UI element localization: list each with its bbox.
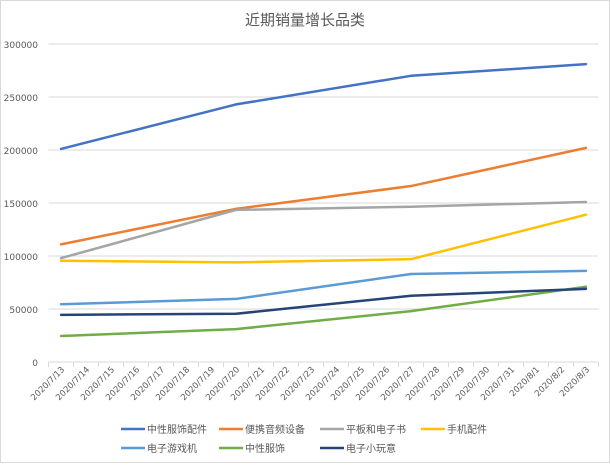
y-tick-label: 150000 bbox=[4, 200, 39, 210]
data-point bbox=[234, 103, 238, 106]
data-point bbox=[584, 285, 588, 288]
data-point bbox=[59, 243, 63, 246]
data-point bbox=[234, 261, 238, 264]
y-tick-label: 200000 bbox=[4, 147, 39, 157]
series-line bbox=[60, 62, 587, 151]
data-point bbox=[584, 287, 588, 291]
data-point bbox=[59, 259, 63, 262]
data-point bbox=[409, 205, 413, 208]
series-line bbox=[60, 269, 587, 306]
data-point bbox=[59, 334, 63, 338]
data-point bbox=[234, 208, 238, 212]
series-line bbox=[60, 200, 587, 260]
data-point bbox=[59, 313, 63, 317]
data-point bbox=[409, 257, 413, 261]
data-point bbox=[584, 146, 588, 150]
y-tick-label: 300000 bbox=[4, 41, 39, 51]
data-point bbox=[584, 200, 588, 204]
data-point bbox=[409, 184, 413, 188]
data-point bbox=[409, 272, 413, 276]
data-point bbox=[59, 147, 63, 151]
legend-label: 平板和电子书 bbox=[346, 423, 406, 436]
chart-title: 近期销量增长品类 bbox=[245, 11, 365, 29]
data-point bbox=[234, 312, 238, 315]
series-line bbox=[60, 285, 587, 338]
data-point bbox=[584, 213, 588, 216]
data-point bbox=[584, 62, 588, 66]
legend-label: 便携音频设备 bbox=[245, 423, 305, 436]
series-line bbox=[60, 287, 587, 317]
series-line bbox=[60, 146, 587, 246]
data-point bbox=[584, 269, 588, 273]
series-line bbox=[60, 213, 587, 264]
legend-label: 手机配件 bbox=[447, 423, 487, 436]
data-point bbox=[409, 309, 413, 313]
legend-label: 中性服饰配件 bbox=[147, 423, 207, 436]
data-point bbox=[409, 294, 413, 297]
y-tick-label: 100000 bbox=[4, 253, 39, 263]
data-point bbox=[409, 74, 413, 78]
legend-label: 电子小玩意 bbox=[346, 442, 396, 455]
data-point bbox=[59, 303, 63, 306]
y-tick-label: 0 bbox=[32, 359, 38, 369]
data-point bbox=[234, 327, 238, 331]
legend-label: 中性服饰 bbox=[245, 442, 285, 455]
legend-label: 电子游戏机 bbox=[147, 442, 197, 455]
data-point bbox=[59, 256, 63, 260]
data-point bbox=[234, 297, 238, 301]
y-tick-label: 250000 bbox=[4, 94, 39, 104]
y-tick-label: 50000 bbox=[9, 306, 38, 316]
